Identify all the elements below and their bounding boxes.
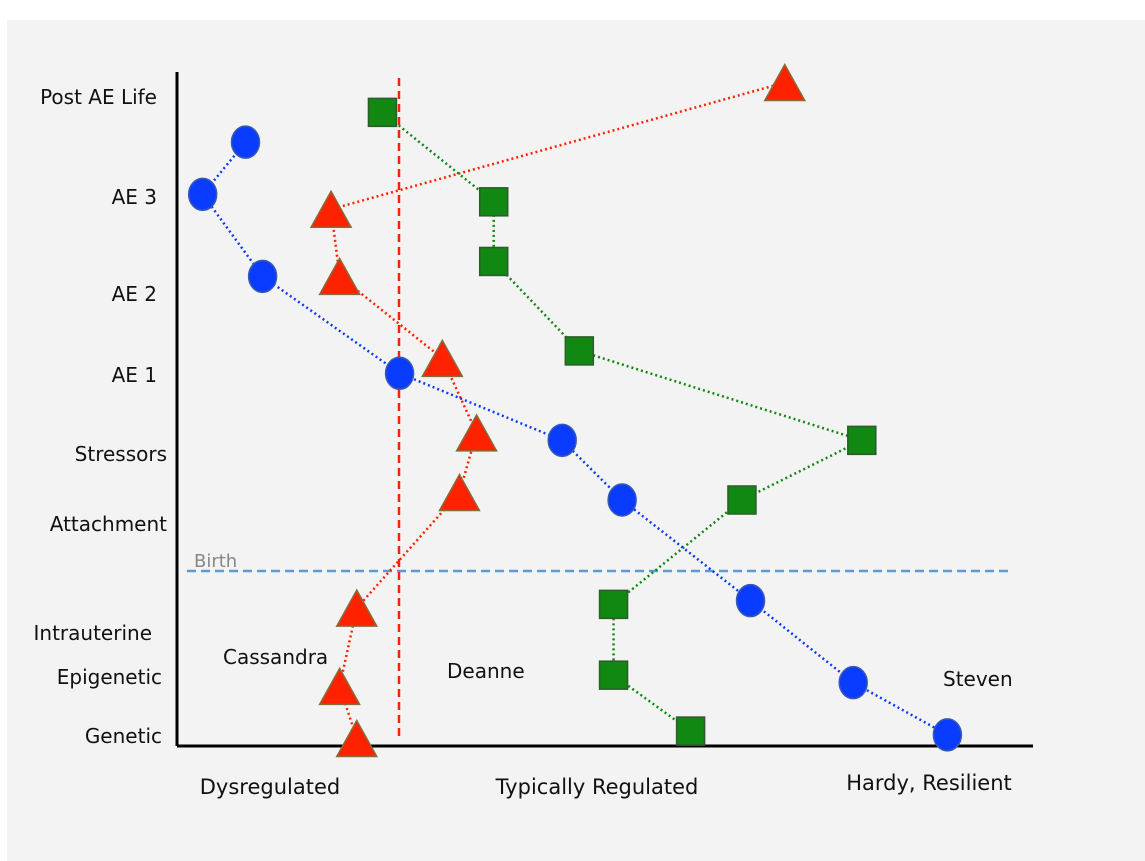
deanne-point-5: [564, 336, 595, 366]
cassandra-point-5: [421, 338, 464, 378]
steven-point-6: [247, 259, 278, 294]
steven-point-2: [735, 583, 766, 618]
cassandra-point-4: [455, 413, 498, 452]
deanne-point-2: [598, 589, 629, 620]
series-label-cassandra: Cassandra: [223, 645, 328, 669]
y-label-ae-1: AE 1: [112, 363, 157, 387]
deanne-point-3: [727, 485, 757, 515]
chart: Birth Post AE Life AE 3 AE 2 AE 1 Stress…: [34, 63, 1033, 799]
series-label-steven: Steven: [943, 667, 1013, 691]
steven-point-7: [187, 177, 218, 212]
x-label-typically-regulated: Typically Regulated: [495, 775, 699, 799]
deanne-point-0: [675, 716, 706, 746]
y-label-ae-3: AE 3: [112, 185, 157, 209]
deanne-point-4: [847, 425, 877, 456]
deanne-point-8: [367, 97, 398, 128]
y-label-epigenetic: Epigenetic: [57, 665, 162, 689]
cassandra-point-0: [335, 719, 379, 758]
y-label-genetic: Genetic: [85, 724, 162, 748]
cassandra-point-3: [438, 473, 481, 512]
steven-point-5: [384, 356, 415, 391]
y-label-attachment: Attachment: [50, 512, 167, 536]
deanne-point-6: [478, 246, 509, 277]
steven-point-1: [838, 665, 868, 700]
y-label-stressors: Stressors: [75, 442, 167, 466]
cassandra-point-8: [763, 63, 807, 102]
y-label-post-ae-life: Post AE Life: [40, 85, 157, 109]
deanne-point-1: [598, 660, 629, 690]
steven-point-8: [230, 125, 261, 159]
y-label-ae-2: AE 2: [112, 282, 157, 306]
birth-label: Birth: [194, 551, 237, 572]
cassandra-point-7: [309, 189, 353, 229]
deanne-point-7: [478, 187, 509, 217]
chart-panel: Birth Post AE Life AE 3 AE 2 AE 1 Stress…: [7, 20, 1145, 861]
steven-point-3: [607, 483, 637, 517]
cassandra-point-1: [318, 666, 361, 706]
steven-point-4: [547, 423, 577, 458]
series-label-deanne: Deanne: [447, 659, 525, 683]
x-label-dysregulated: Dysregulated: [200, 775, 340, 799]
cassandra-point-6: [318, 256, 361, 296]
series-line-deanne: [381, 111, 866, 733]
x-label-hardy-resilient: Hardy, Resilient: [846, 771, 1012, 795]
cassandra-point-2: [335, 588, 379, 627]
y-label-intrauterine: Intrauterine: [34, 621, 152, 645]
steven-point-0: [932, 718, 963, 752]
